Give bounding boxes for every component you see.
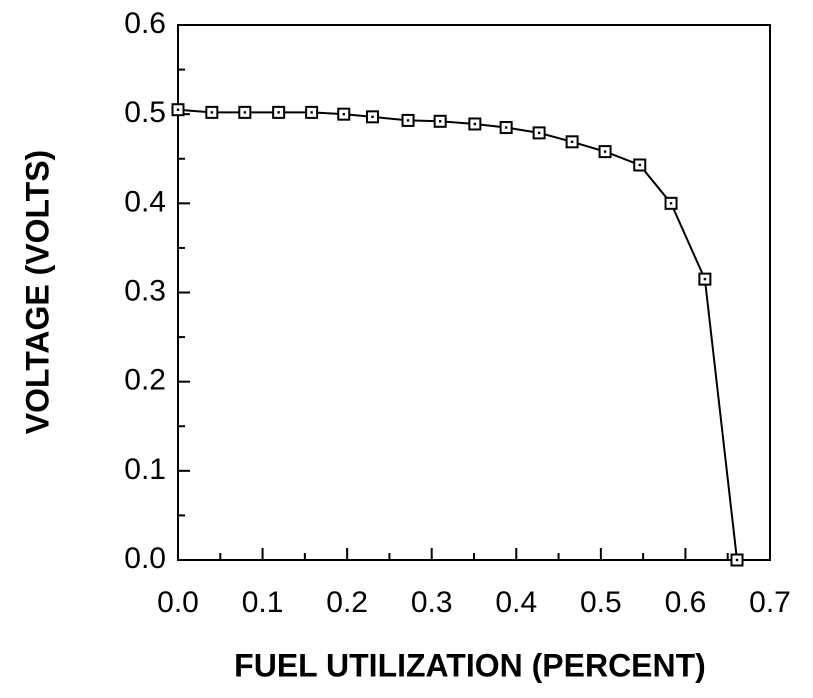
marker-dot [537,131,541,135]
marker-dot [438,120,442,123]
marker-dot [310,111,313,114]
marker-dot [603,150,607,153]
y-tick-label: 0.1 [124,453,166,486]
x-tick-label: 0.7 [749,586,791,619]
marker-dot [342,112,345,116]
x-tick-label: 0.4 [495,586,537,619]
y-tick-label: 0.3 [124,274,166,307]
x-tick-label: 0.1 [242,586,284,619]
marker-dot [210,111,214,114]
marker-dot [638,163,641,167]
x-tick-label: 0.2 [326,586,368,619]
marker-dot [406,119,410,122]
marker-dot [277,111,280,114]
x-tick-label: 0.6 [665,586,707,619]
y-tick-label: 0.4 [124,185,166,218]
marker-dot [735,558,739,562]
y-tick-label: 0.5 [124,96,166,129]
marker-dot [176,108,180,111]
y-axis-label: VOLTAGE (VOLTS) [19,150,55,434]
marker-dot [703,277,707,281]
x-tick-label: 0.5 [580,586,622,619]
series-line [177,108,739,561]
marker-dot [570,140,574,144]
marker-dot [243,111,247,114]
x-axis-label: FUEL UTILIZATION (PERCENT) [234,647,706,683]
y-tick-label: 0.0 [124,542,166,575]
y-tick-label: 0.2 [124,364,166,397]
marker-dot [473,122,477,126]
plot-frame [177,24,771,561]
x-tick-label: 0.0 [157,586,199,619]
y-tick-label: 0.6 [124,7,166,40]
marker-dot [669,202,673,205]
marker-dot [371,115,374,119]
marker-dot [504,126,508,129]
x-tick-label: 0.3 [411,586,453,619]
